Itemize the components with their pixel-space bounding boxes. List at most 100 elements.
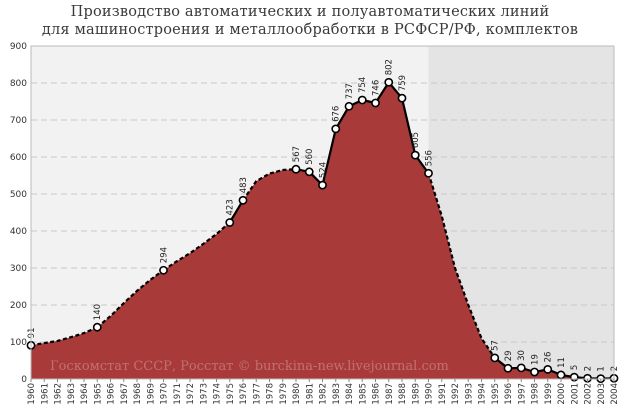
x-tick-label: 1968 <box>133 383 143 405</box>
data-point <box>516 363 526 373</box>
data-point <box>291 164 301 174</box>
x-tick-label: 1983 <box>332 383 342 405</box>
data-label: 19 <box>531 354 541 365</box>
data-label: 802 <box>385 59 395 75</box>
series-line-interpolated <box>427 172 496 359</box>
data-point <box>543 364 553 374</box>
chart-title-line-1: Производство автоматических и полуавтома… <box>70 4 550 20</box>
data-label: 746 <box>372 80 382 96</box>
data-label: 754 <box>358 77 368 93</box>
x-tick-label: 1998 <box>531 383 541 405</box>
x-tick-label: 1978 <box>266 383 276 405</box>
data-point <box>331 124 341 134</box>
x-tick-label: 1979 <box>279 383 289 405</box>
x-tick-label: 1986 <box>372 383 382 405</box>
x-tick-label: 1996 <box>504 383 514 405</box>
x-tick-label: 1992 <box>451 383 461 405</box>
data-label: 556 <box>425 150 435 166</box>
data-point <box>304 167 314 177</box>
x-tick-label: 1999 <box>544 383 554 405</box>
data-label: 29 <box>504 350 514 361</box>
x-tick-label: 1966 <box>107 383 117 405</box>
x-tick-label: 1976 <box>239 383 249 405</box>
x-tick-label: 1997 <box>517 383 527 405</box>
x-tick-label: 1970 <box>160 383 170 405</box>
y-tick-label: 100 <box>10 338 27 348</box>
y-tick-label: 600 <box>10 153 27 163</box>
x-tick-label: 1989 <box>411 383 421 405</box>
x-tick-label: 1965 <box>93 383 103 405</box>
x-tick-label: 1982 <box>319 383 329 405</box>
data-point <box>344 101 354 111</box>
data-label: 57 <box>491 340 501 351</box>
x-tick-label: 1991 <box>438 383 448 405</box>
data-point <box>556 370 566 380</box>
series-line-interpolated <box>96 269 165 329</box>
x-tick-label: 2000 <box>557 383 567 405</box>
x-tick-label: 1988 <box>398 383 408 405</box>
x-tick-label: 1967 <box>120 383 130 405</box>
x-tick-label: 1972 <box>186 383 196 405</box>
x-tick-label: 1994 <box>478 383 488 405</box>
x-tick-label: 1990 <box>425 383 435 405</box>
data-label: 737 <box>345 83 355 99</box>
data-point <box>371 98 380 108</box>
x-tick-label: 1963 <box>67 383 77 405</box>
x-tick-label: 1981 <box>305 383 315 405</box>
x-tick-label: 1971 <box>173 383 183 405</box>
x-tick-label: 1987 <box>385 383 395 405</box>
x-tick-label: 1995 <box>491 383 501 405</box>
x-tick-label: 1984 <box>345 383 355 405</box>
data-point <box>424 168 433 178</box>
data-label: 1 <box>597 366 607 371</box>
data-label: 560 <box>305 149 315 165</box>
data-point <box>92 322 102 332</box>
series-line <box>494 357 615 380</box>
data-point <box>384 77 394 87</box>
data-point <box>410 150 420 160</box>
data-label: 676 <box>332 106 342 122</box>
data-point <box>530 367 539 377</box>
series-line-interpolated <box>30 326 98 347</box>
data-label: 759 <box>398 75 408 91</box>
data-point <box>503 363 513 373</box>
y-tick-label: 0 <box>21 375 27 385</box>
y-tick-label: 900 <box>10 42 27 52</box>
data-label: 26 <box>544 352 554 363</box>
y-tick-label: 400 <box>10 227 27 237</box>
x-tick-label: 1974 <box>213 383 223 405</box>
x-tick-label: 1962 <box>54 383 64 405</box>
x-tick-label: 1964 <box>80 383 90 405</box>
data-point <box>357 95 367 105</box>
x-tick-label: 1985 <box>358 383 368 405</box>
x-tick-label: 2003 <box>597 383 607 405</box>
x-tick-label: 1969 <box>146 383 156 405</box>
x-tick-label: 1961 <box>40 383 50 405</box>
data-label: 605 <box>411 132 421 148</box>
data-label: 91 <box>27 328 37 339</box>
data-point <box>318 180 327 190</box>
series-line-interpolated <box>162 221 231 272</box>
data-label: 30 <box>517 350 527 361</box>
x-tick-label: 2002 <box>584 383 594 405</box>
y-tick-label: 500 <box>10 190 27 200</box>
data-label: 2 <box>610 366 620 371</box>
data-point <box>397 93 407 103</box>
data-label: 483 <box>239 177 249 193</box>
data-label: 524 <box>319 162 329 178</box>
x-tick-label: 1977 <box>252 383 262 405</box>
y-tick-label: 800 <box>10 79 27 89</box>
y-tick-label: 300 <box>10 264 27 274</box>
x-tick-label: 1980 <box>292 383 302 405</box>
data-label: 567 <box>292 146 302 162</box>
data-point <box>238 195 248 205</box>
watermark: Госкомстат СССР, Росстат © burckina-new.… <box>50 359 449 374</box>
data-point <box>159 265 168 275</box>
chart-title-line-2: для машиностроения и металлообработки в … <box>41 22 579 38</box>
data-label: 5 <box>570 365 580 370</box>
data-label: 140 <box>93 304 103 320</box>
data-label: 2 <box>584 366 594 371</box>
x-tick-label: 1960 <box>27 383 37 405</box>
x-tick-label: 2001 <box>570 383 580 405</box>
